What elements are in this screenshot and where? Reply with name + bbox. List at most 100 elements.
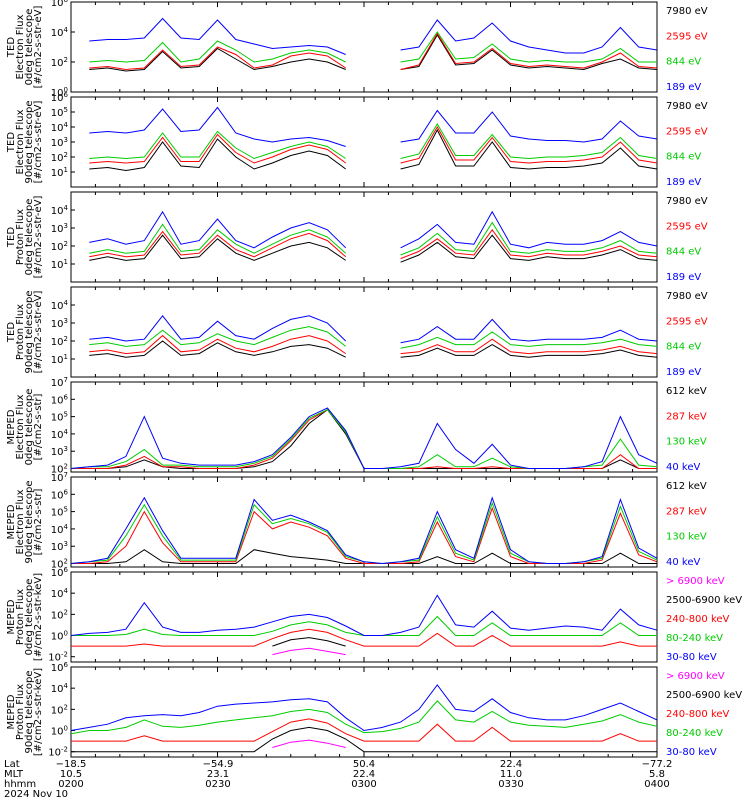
y-tick-label-3: 100 [51, 725, 68, 738]
y-tick-label-3: 100 [51, 630, 68, 643]
legend-entry: 240-800 keV [666, 709, 730, 720]
series-line-240-800-kev [71, 718, 657, 742]
panel-frame [70, 666, 658, 758]
y-tick-label-2: 105 [51, 506, 68, 519]
legend-entry: 189 eV [666, 82, 701, 93]
y-axis-label-line-4: [#/cm2-s-str] [33, 488, 44, 555]
legend-entry: 130 keV [666, 437, 707, 448]
y-tick-label-1: 104 [51, 26, 69, 39]
y-tick-label-2: 102 [51, 240, 68, 253]
y-axis-label-line-1: TED [6, 37, 17, 58]
y-tick-label-1: 104 [51, 587, 69, 600]
legend-entry: 130 keV [666, 532, 707, 543]
series-line-844-ev [89, 326, 658, 349]
y-axis-label-line-3: 90deg telescope [24, 670, 35, 753]
footer-row-label-mlt: MLT [4, 769, 24, 780]
y-tick-label-0: 107 [51, 376, 68, 389]
legend-entry: 7980 eV [666, 101, 708, 112]
footer-lat-2: 50.4 [353, 759, 375, 770]
y-axis-label-line-4: [#/cm2-s-str-eV] [33, 6, 44, 89]
series-line-2595-ev [89, 32, 658, 71]
y-tick-label-3: 104 [51, 523, 69, 536]
series-line-30-80-kev [70, 684, 658, 732]
y-axis-label-line-2: Electron Flux [15, 14, 26, 79]
series-line-130-kev [70, 409, 658, 469]
y-axis-label-line-4: [#/cm2-s-str-keV] [33, 573, 44, 661]
y-tick-label-1: 106 [51, 393, 69, 406]
y-tick-label-0: 104 [51, 204, 69, 217]
footer-mlt-0: 10.5 [60, 769, 82, 780]
y-axis-label-line-2: Electron Flux [15, 394, 26, 459]
y-axis-label-line-4: [#/cm2-s-str-eV] [33, 291, 44, 374]
y-tick-label-2: 102 [51, 608, 68, 621]
y-axis-label-line-3: 0deg telescope [24, 579, 35, 656]
legend-entry: 287 keV [666, 411, 707, 422]
legend-entry: 844 eV [666, 247, 701, 258]
legend-entry: 240-800 keV [666, 614, 730, 625]
y-tick-label-0: 104 [51, 299, 69, 312]
series-line-80-240-kev [70, 700, 658, 735]
series-line--6900-kev [272, 647, 346, 656]
legend-entry: 189 eV [666, 177, 701, 188]
footer-time-0: 0200 [58, 779, 83, 790]
legend-entry: 40 keV [666, 462, 700, 473]
y-tick-label-3: 103 [51, 136, 68, 149]
legend-entry: 612 keV [666, 386, 707, 397]
legend-entry: 189 eV [666, 367, 701, 378]
y-axis-label-line-1: TED [6, 227, 17, 248]
series-line-2595-ev [89, 228, 658, 260]
y-tick-label-2: 102 [51, 56, 68, 69]
y-axis-label-line-2: Proton Flux [15, 304, 26, 360]
footer-lat-1: −54.9 [203, 759, 234, 770]
legend-entry: 844 eV [666, 342, 701, 353]
legend-entry: 40 keV [666, 557, 700, 568]
series-line-2500-6900-kev [272, 637, 346, 647]
y-axis-label-line-1: MEPED [6, 504, 17, 539]
series-line-7980-ev [89, 34, 658, 72]
orbit-info-footer: Lat MLT hhmm 2024 Nov 10 −18.5 10.5 0200… [4, 759, 672, 800]
y-axis-label-line-2: Proton Flux [15, 209, 26, 265]
footer-mlt-2: 22.4 [353, 769, 375, 780]
series-line-189-ev [89, 314, 658, 344]
legend-entry: 612 keV [666, 481, 707, 492]
series-line-612-kev [71, 409, 657, 469]
y-axis-label-line-2: Proton Flux [15, 589, 26, 645]
series-line-240-800-kev [71, 628, 657, 647]
series-line-30-80-kev [70, 594, 658, 636]
y-tick-label-3: 104 [51, 428, 69, 441]
y-axis-label-line-4: [#/cm2-s-str] [33, 393, 44, 460]
y-axis-label-line-3: 90deg telescope [24, 290, 35, 373]
panel-frame [70, 571, 658, 663]
legend-entry: 2595 eV [666, 221, 708, 232]
footer-date: 2024 Nov 10 [4, 789, 68, 800]
y-axis-label-line-3: 90deg telescope [24, 100, 35, 183]
legend-entry: 7980 eV [666, 291, 708, 302]
series-line-2595-ev [89, 125, 658, 164]
series-line-844-ev [89, 31, 657, 63]
footer-lat-3: 22.4 [500, 759, 522, 770]
legend-entry: 844 eV [666, 57, 701, 68]
y-axis-label-line-2: Electron Flux [15, 109, 26, 174]
legend-entry: 287 keV [666, 506, 707, 517]
y-tick-label-1: 106 [51, 488, 69, 501]
y-tick-label-3: 101 [51, 258, 68, 271]
legend-entry: 844 eV [666, 152, 701, 163]
y-tick-label-1: 103 [51, 222, 68, 235]
footer-row-label-lat: Lat [4, 759, 20, 770]
series-line-7980-ev [89, 128, 658, 172]
y-tick-label-4: 103 [51, 540, 68, 553]
y-axis-label-line-3: 0deg telescope [24, 389, 35, 466]
footer-mlt-4: 5.8 [649, 769, 665, 780]
footer-time-1: 0230 [205, 779, 230, 790]
y-axis-label-line-1: MEPED [6, 694, 17, 729]
legend-entry: 189 eV [666, 272, 701, 283]
y-tick-label-2: 102 [51, 703, 68, 716]
series-line-844-ev [89, 221, 658, 256]
